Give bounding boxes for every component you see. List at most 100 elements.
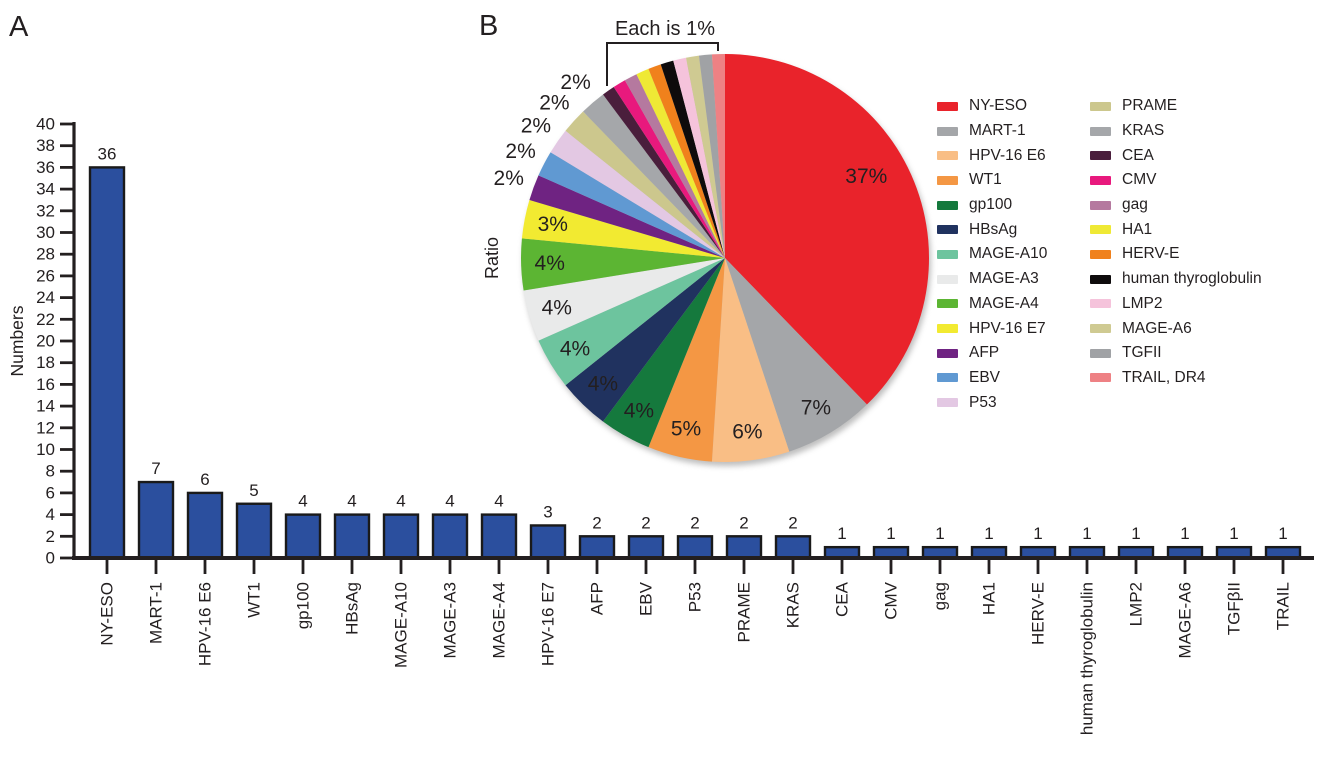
legend-item: gp100 (937, 193, 1090, 218)
pie-slice (529, 175, 725, 258)
legend-swatch (1090, 225, 1111, 235)
pie-percent-label: 3% (538, 213, 568, 236)
pie-slice (602, 258, 725, 448)
bar-value-label: 6 (200, 470, 209, 489)
y-tick-label: 12 (36, 418, 55, 437)
pie-percent-label: 4% (535, 252, 565, 275)
y-tick-label: 20 (36, 332, 55, 351)
pie-slice (686, 55, 725, 258)
legend-label: TGFII (1122, 344, 1162, 362)
y-tick-label: 2 (46, 527, 55, 546)
x-category-label: HA1 (980, 582, 999, 615)
legend-item: CMV (1090, 168, 1262, 193)
pie-slice (660, 60, 725, 258)
legend-swatch (1090, 175, 1111, 185)
pie-slice (565, 258, 725, 422)
pie-slice (520, 238, 725, 291)
bar (333, 513, 371, 560)
bar-value-label: 1 (1229, 524, 1238, 543)
legend-label: MART-1 (969, 122, 1026, 140)
legend-label: EBV (969, 368, 1001, 386)
bar-value-label: 7 (151, 459, 160, 478)
legend-swatch (937, 101, 958, 111)
legend-item: NY-ESO (937, 94, 1090, 119)
y-tick-label: 36 (36, 158, 55, 177)
panel-a-label: A (9, 11, 29, 43)
legend-label: MAGE-A3 (969, 270, 1039, 288)
x-category-label: WT1 (245, 582, 264, 618)
bar (88, 166, 126, 560)
bar-value-label: 1 (1082, 524, 1091, 543)
bar-value-label: 3 (543, 502, 552, 521)
x-category-label: CEA (833, 581, 852, 617)
legend-label: HPV-16 E7 (969, 319, 1046, 337)
legend-swatch (1090, 200, 1111, 210)
bar (676, 535, 714, 560)
pie-slice (538, 258, 725, 386)
legend-swatch (937, 373, 958, 383)
bar-value-label: 1 (1180, 524, 1189, 543)
x-category-label: gag (931, 582, 950, 610)
y-tick-label: 24 (36, 288, 55, 307)
legend-item: MAGE-A10 (937, 242, 1090, 267)
legend-swatch (1090, 373, 1111, 383)
legend-column: NY-ESO MART-1 HPV-16 E6 WT1 gp100 HBsAg MAGE-A… (937, 94, 1090, 415)
y-tick-label: 26 (36, 266, 55, 285)
bar-value-label: 4 (396, 492, 405, 511)
each-1pct-bracket (606, 42, 719, 86)
legend-swatch (1090, 151, 1111, 161)
pie-slice (725, 258, 867, 452)
y-tick-label: 38 (36, 136, 55, 155)
pie-slice (698, 54, 725, 258)
bar-value-label: 36 (98, 144, 117, 163)
legend-item: WT1 (937, 168, 1090, 193)
pie-chart: 37%7%6%5%4%4%4%4%4%3%2%2%2%2%2%Each is 1… (482, 18, 929, 462)
x-category-label: HERV-E (1029, 582, 1048, 645)
legend-item: human thyroglobulin (1090, 267, 1262, 292)
bar (774, 535, 812, 560)
legend-item: MART-1 (937, 119, 1090, 144)
legend-swatch (1090, 324, 1111, 334)
legend-item: AFP (937, 341, 1090, 366)
legend-swatch (937, 274, 958, 284)
legend-item: HERV-E (1090, 242, 1262, 267)
x-category-label: human thyroglobulin (1078, 582, 1097, 735)
pie-slice (711, 54, 725, 258)
legend-swatch (937, 126, 958, 136)
legend-label: HPV-16 E6 (969, 146, 1046, 164)
bar-value-label: 2 (641, 513, 650, 532)
legend-label: MAGE-A6 (1122, 319, 1192, 337)
y-tick-label: 34 (36, 180, 55, 199)
pie-slices-group (520, 54, 929, 462)
bar-value-label: 1 (984, 524, 993, 543)
bar-value-label: 2 (592, 513, 601, 532)
pie-percent-label: 4% (588, 373, 618, 396)
pie-percent-label: 7% (801, 397, 831, 420)
legend-column: PRAME KRAS CEA CMV gag HA1 HERV-E human thyrogl… (1090, 94, 1262, 415)
y-tick-label: 4 (46, 505, 55, 524)
legend-swatch (937, 200, 958, 210)
bar-value-label: 2 (788, 513, 797, 532)
x-category-label: P53 (686, 582, 705, 612)
legend-item: EBV (937, 366, 1090, 391)
bar-value-label: 4 (298, 492, 307, 511)
pie-slice (648, 64, 725, 258)
pie-slice (648, 258, 725, 462)
y-tick-label: 18 (36, 353, 55, 372)
y-tick-label: 6 (46, 483, 55, 502)
pie-slice (550, 130, 725, 258)
legend-label: gag (1122, 196, 1148, 214)
x-category-label: MAGE-A3 (441, 582, 460, 659)
legend-label: human thyroglobulin (1122, 270, 1262, 288)
pie-slice (711, 258, 790, 462)
pie-percent-label: 2% (539, 92, 569, 115)
legend-label: MAGE-A10 (969, 245, 1048, 263)
x-category-label: TGFβII (1225, 582, 1244, 635)
legend-swatch (1090, 101, 1111, 111)
bar-value-label: 4 (445, 492, 454, 511)
bar-value-label: 4 (347, 492, 356, 511)
legend-label: TRAIL, DR4 (1122, 368, 1206, 386)
panel-b-label: B (479, 10, 499, 42)
legend-label: CMV (1122, 171, 1157, 189)
legend-label: KRAS (1122, 122, 1165, 140)
